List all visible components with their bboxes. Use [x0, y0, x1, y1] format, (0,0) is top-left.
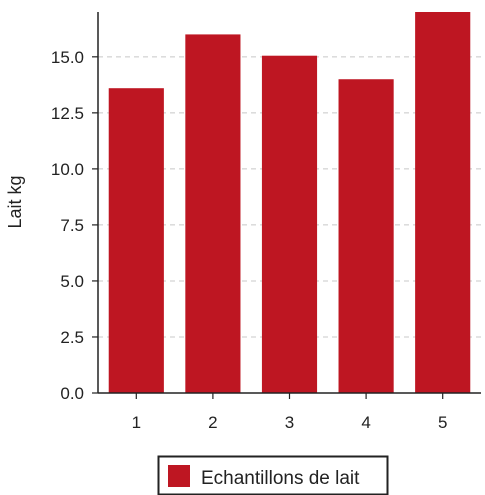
- y-tick-label: 10.0: [51, 160, 84, 179]
- bar-5: [415, 12, 471, 393]
- legend-swatch: [168, 465, 190, 487]
- bars: [108, 12, 471, 393]
- y-tick-label: 2.5: [60, 328, 84, 347]
- x-tick-label: 4: [361, 413, 370, 432]
- x-tick-label: 2: [208, 413, 217, 432]
- legend: Echantillons de lait: [157, 455, 389, 495]
- legend-label: Echantillons de lait: [201, 468, 360, 489]
- y-axis-ticks: 0.0 2.5 5.0 7.5 10.0 12.5 15.0: [51, 48, 98, 403]
- x-tick-label: 3: [285, 413, 294, 432]
- x-axis-ticks: 1 2 3 4 5: [132, 393, 447, 432]
- bar-3: [261, 55, 318, 393]
- y-tick-label: 12.5: [51, 104, 84, 123]
- y-tick-label: 0.0: [60, 384, 84, 403]
- y-axis-title: Lait kg: [5, 175, 25, 228]
- x-tick-label: 1: [132, 413, 141, 432]
- bar-4: [338, 79, 394, 393]
- bar-1: [108, 88, 164, 393]
- y-tick-label: 15.0: [51, 48, 84, 67]
- bar-2: [185, 34, 241, 393]
- x-tick-label: 5: [438, 413, 447, 432]
- y-tick-label: 5.0: [60, 272, 84, 291]
- y-tick-label: 7.5: [60, 216, 84, 235]
- legend-box: [157, 455, 389, 495]
